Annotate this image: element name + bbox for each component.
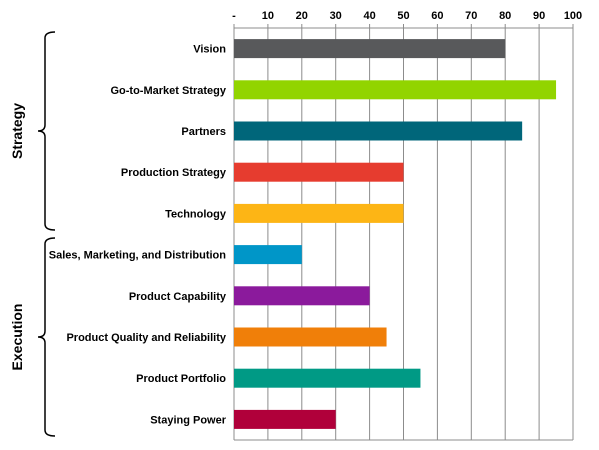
category-label: Technology <box>165 208 227 220</box>
category-label: Product Capability <box>129 291 227 303</box>
x-tick-label: 60 <box>431 10 443 22</box>
category-label: Partners <box>181 126 226 138</box>
bar <box>234 286 370 306</box>
bar <box>234 80 557 100</box>
bar <box>234 368 421 388</box>
category-label: Staying Power <box>150 414 227 426</box>
x-tick-label: 40 <box>363 10 375 22</box>
bars <box>234 39 557 429</box>
x-tick-label: 90 <box>533 10 545 22</box>
bar <box>234 39 506 59</box>
category-label: Production Strategy <box>121 167 227 179</box>
group-brackets: Strategy Execution <box>9 31 56 437</box>
x-tick-label: 80 <box>499 10 511 22</box>
x-tick-label: 100 <box>564 10 582 22</box>
group-bracket <box>37 31 56 231</box>
category-label: Vision <box>193 44 226 56</box>
group-label: Execution <box>9 304 25 371</box>
bar <box>234 162 404 182</box>
category-label: Product Portfolio <box>136 373 226 385</box>
group-label: Strategy <box>9 103 25 159</box>
x-tick-label: 50 <box>397 10 409 22</box>
x-tick-label: 30 <box>330 10 342 22</box>
bar <box>234 409 336 429</box>
group-bracket <box>37 237 56 437</box>
bar <box>234 327 387 347</box>
x-tick-label: 20 <box>296 10 308 22</box>
category-label: Sales, Marketing, and Distribution <box>49 250 227 262</box>
bar <box>234 121 523 141</box>
bar <box>234 203 404 223</box>
x-tick-label: 70 <box>465 10 477 22</box>
category-label: Go-to-Market Strategy <box>110 85 226 97</box>
x-tick-label: 10 <box>262 10 274 22</box>
category-labels: Vision Go-to-Market Strategy Partners Produ… <box>49 44 227 427</box>
x-tick-label: - <box>232 10 236 22</box>
x-tick-labels: - 10 20 30 40 50 60 70 80 90 100 <box>232 10 582 22</box>
category-label: Product Quality and Reliability <box>66 332 226 344</box>
bar <box>234 245 302 265</box>
